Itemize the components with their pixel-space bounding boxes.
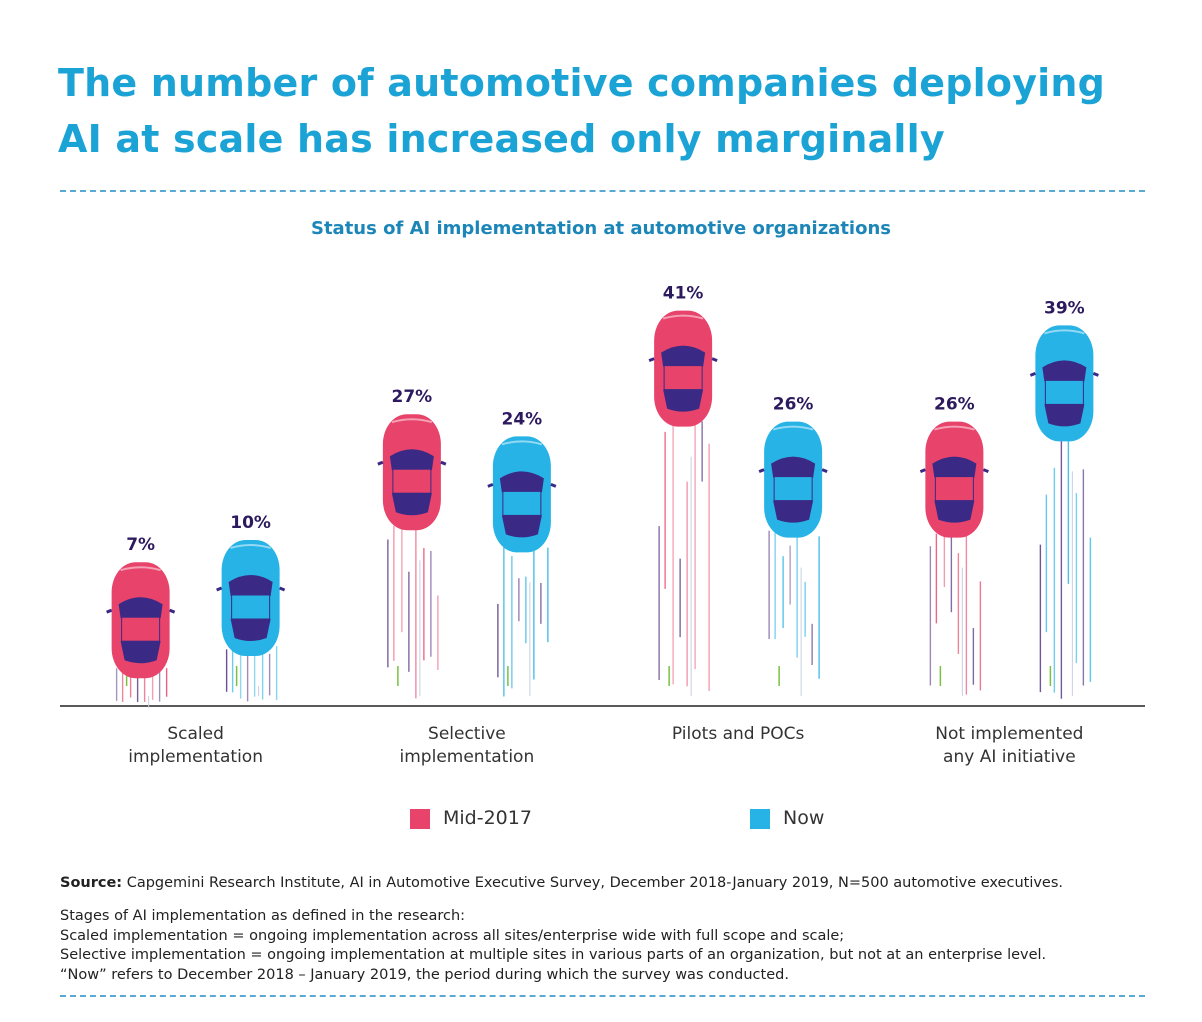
- title: The number of automotive companies deplo…: [58, 61, 1106, 161]
- car-mirror: [919, 468, 926, 473]
- x-tick-label: Selective implementation: [399, 724, 535, 767]
- x-tick-label: Scaled implementation: [128, 724, 263, 767]
- car-roof: [392, 468, 432, 494]
- value-label: 24%: [502, 409, 543, 429]
- note-line: Selective implementation = ongoing imple…: [60, 947, 1047, 963]
- car-roof: [934, 476, 974, 502]
- car-roof: [502, 490, 542, 516]
- car-rear-window: [230, 619, 271, 641]
- legend-swatch: [750, 809, 770, 829]
- car-mirror: [106, 608, 113, 614]
- car-mirror: [487, 483, 494, 488]
- value-label: 26%: [934, 395, 975, 415]
- car-windshield: [389, 449, 434, 471]
- car-hood: [772, 425, 814, 431]
- car-windshield: [118, 597, 163, 619]
- car-rear-window: [773, 500, 814, 523]
- car-windshield: [661, 345, 706, 367]
- car-rear-window: [663, 389, 704, 412]
- car-mirror: [550, 483, 557, 488]
- car-mirror: [648, 357, 655, 362]
- value-label: 41%: [663, 284, 704, 304]
- car-mirror: [169, 608, 176, 614]
- car-windshield: [932, 456, 977, 478]
- car-windshield: [499, 471, 544, 493]
- car-rear-window: [501, 515, 542, 538]
- car-mirror: [216, 586, 223, 592]
- x-tick-label: Not implemented any AI initiative: [935, 724, 1084, 767]
- legend-swatch: [410, 809, 430, 829]
- car-mirror: [821, 468, 828, 473]
- car-rear-window: [934, 500, 975, 523]
- note-line: Stages of AI implementation as defined i…: [60, 908, 466, 924]
- car-mirror: [711, 357, 718, 362]
- car-mirror: [377, 460, 384, 466]
- car-rear-window: [1044, 404, 1085, 427]
- car-roof: [231, 594, 271, 620]
- car-windshield: [771, 456, 816, 478]
- value-label: 27%: [392, 387, 433, 407]
- car-roof: [1044, 379, 1084, 405]
- value-label: 7%: [126, 535, 155, 555]
- car-hood: [120, 566, 161, 572]
- car-mirror: [758, 468, 765, 473]
- value-label: 26%: [773, 395, 814, 415]
- car-mirror: [1092, 372, 1099, 377]
- subtitle: Status of AI implementation at automotiv…: [310, 218, 892, 239]
- car-rear-window: [391, 493, 432, 516]
- divider: [60, 995, 1145, 997]
- note-line: Scaled implementation = ongoing implemen…: [60, 927, 845, 944]
- car-hood: [230, 544, 271, 549]
- car-roof: [773, 476, 813, 502]
- car-rear-window: [120, 641, 161, 664]
- source-label: Source:: [60, 875, 123, 891]
- car-mirror: [440, 460, 447, 466]
- car-hood: [1044, 329, 1085, 335]
- source: Source: Capgemini Research Institute, AI…: [60, 875, 1063, 891]
- car-roof: [121, 616, 161, 642]
- legend-label: Mid-2017: [443, 807, 532, 829]
- divider: [60, 190, 1145, 192]
- car-hood: [391, 418, 433, 424]
- car-hood: [501, 440, 543, 446]
- car-hood: [934, 425, 975, 431]
- car-roof: [663, 365, 703, 391]
- legend-label: Now: [783, 807, 825, 829]
- value-label: 10%: [230, 513, 271, 533]
- car-mirror: [279, 586, 286, 592]
- car-windshield: [1042, 360, 1087, 382]
- source-text: Capgemini Research Institute, AI in Auto…: [126, 875, 1064, 891]
- x-tick-label: Pilots and POCs: [671, 724, 805, 744]
- value-label: 39%: [1044, 298, 1085, 318]
- note-line: “Now” refers to December 2018 – January …: [60, 966, 789, 983]
- notes: Stages of AI implementation as defined i…: [60, 907, 1046, 985]
- car-mirror: [982, 468, 989, 473]
- car-hood: [662, 314, 704, 320]
- car-windshield: [228, 575, 273, 596]
- car-mirror: [1029, 372, 1036, 377]
